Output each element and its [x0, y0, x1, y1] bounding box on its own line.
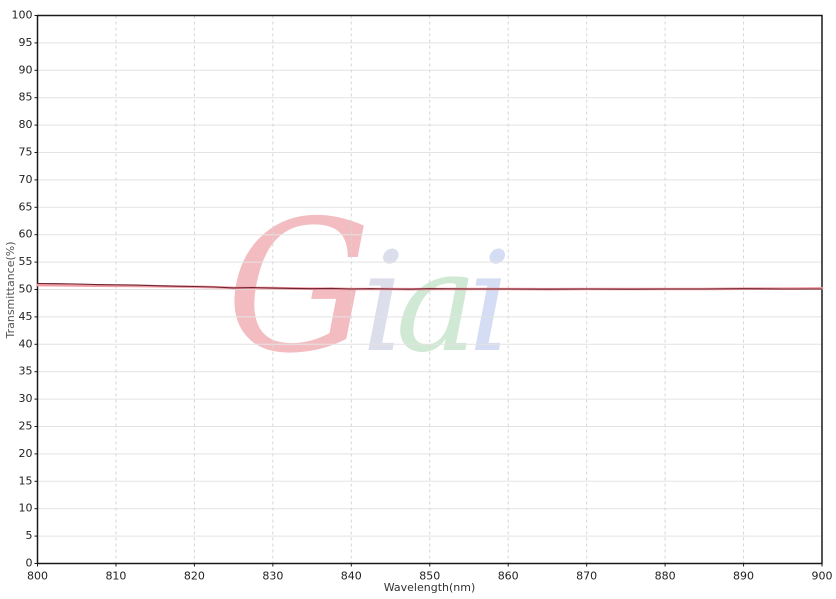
x-tick-label: 880 — [655, 570, 676, 583]
y-tick-label: 40 — [19, 337, 33, 350]
x-tick-label: 820 — [184, 570, 205, 583]
y-tick-label: 5 — [26, 529, 33, 542]
x-tick-label: 900 — [812, 570, 833, 583]
y-tick-label: 50 — [19, 283, 33, 296]
y-tick-label: 65 — [19, 200, 33, 213]
watermark-letter-i2: i — [467, 222, 512, 383]
giai-watermark: Giai — [226, 196, 512, 378]
watermark-letter-a: a — [395, 222, 478, 383]
y-tick-label: 30 — [19, 392, 33, 405]
y-tick-label: 15 — [19, 474, 33, 487]
x-tick-label: 840 — [341, 570, 362, 583]
y-tick-label: 80 — [19, 118, 33, 131]
y-tick-label: 20 — [19, 447, 33, 460]
x-tick-label: 860 — [498, 570, 519, 583]
y-tick-label: 60 — [19, 228, 33, 241]
x-tick-label: 830 — [262, 570, 283, 583]
y-tick-label: 85 — [19, 91, 33, 104]
y-tick-label: 45 — [19, 310, 33, 323]
y-tick-label: 75 — [19, 146, 33, 159]
x-axis-title: Wavelength(nm) — [383, 581, 476, 594]
y-axis-title: Transmittance(%) — [4, 241, 17, 339]
y-tick-label: 70 — [19, 173, 33, 186]
y-tick-label: 100 — [12, 9, 33, 22]
x-tick-label: 890 — [733, 570, 754, 583]
y-tick-label: 25 — [19, 420, 33, 433]
y-tick-label: 10 — [19, 502, 33, 515]
y-tick-label: 95 — [19, 36, 33, 49]
x-tick-label: 850 — [419, 570, 440, 583]
series-line-transmittance-core — [36, 282, 823, 290]
x-tick-label: 800 — [27, 570, 48, 583]
watermark-letter-i1: i — [361, 222, 406, 383]
y-tick-label: 90 — [19, 63, 33, 76]
y-tick-label: 55 — [19, 255, 33, 268]
x-tick-label: 870 — [576, 570, 597, 583]
x-tick-label: 810 — [105, 570, 126, 583]
y-tick-label: 35 — [19, 365, 33, 378]
y-tick-label: 0 — [26, 557, 33, 570]
